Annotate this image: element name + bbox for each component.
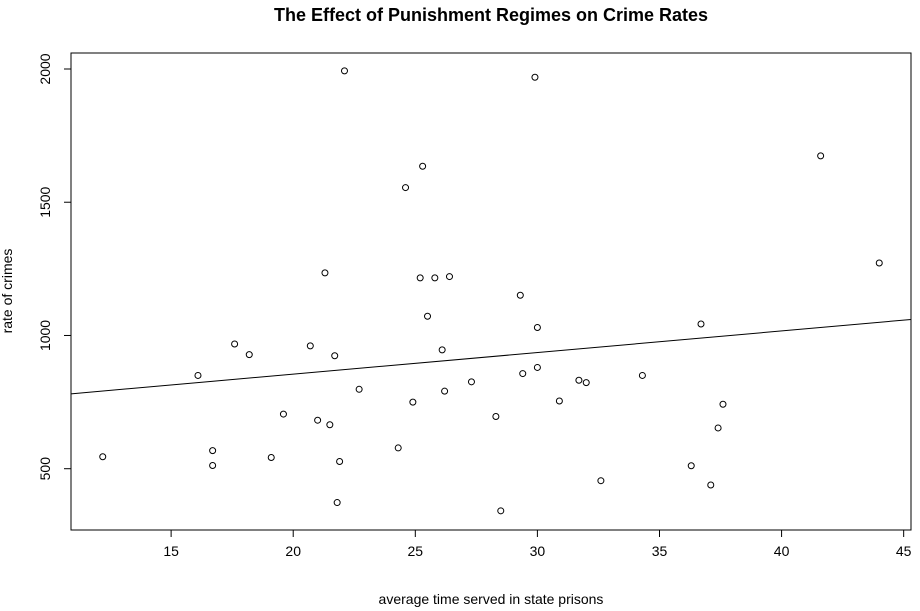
data-point	[555, 397, 563, 405]
data-point	[333, 499, 341, 507]
data-point	[394, 444, 402, 452]
data-point	[687, 462, 695, 470]
data-point	[638, 371, 646, 379]
data-point	[424, 312, 432, 320]
data-point	[441, 387, 449, 395]
data-point	[340, 67, 348, 75]
x-tick-label: 45	[896, 543, 912, 559]
data-point	[314, 416, 322, 424]
data-point	[714, 424, 722, 432]
y-tick-label: 2000	[37, 53, 53, 84]
y-tick-label: 500	[37, 457, 53, 481]
data-point	[416, 274, 424, 282]
data-point	[531, 73, 539, 81]
data-point	[306, 342, 314, 350]
data-point	[438, 346, 446, 354]
data-point	[817, 152, 825, 160]
data-point	[321, 269, 329, 277]
x-tick-label: 30	[530, 543, 546, 559]
y-axis: 500 1000 1500 2000	[37, 53, 71, 480]
data-point	[582, 379, 590, 387]
data-point	[697, 320, 705, 328]
data-point	[402, 184, 410, 192]
y-tick-label: 1000	[37, 320, 53, 351]
data-point	[597, 477, 605, 485]
x-tick-label: 40	[774, 543, 790, 559]
data-point	[707, 481, 715, 489]
data-point	[497, 507, 505, 515]
y-tick-label: 1500	[37, 186, 53, 217]
data-point	[431, 274, 439, 282]
data-point	[575, 376, 583, 384]
data-point	[445, 273, 453, 281]
y-axis-label: rate of crimes	[0, 249, 15, 334]
chart-title: The Effect of Punishment Regimes on Crim…	[274, 5, 708, 25]
data-point	[533, 363, 541, 371]
data-point	[492, 412, 500, 420]
data-point	[409, 398, 417, 406]
data-point	[99, 453, 107, 461]
plot-frame	[70, 52, 912, 531]
x-axis: 15 20 25 30 35 40 45	[163, 530, 912, 559]
x-tick-label: 20	[285, 543, 301, 559]
data-point	[326, 421, 334, 429]
x-tick-label: 35	[652, 543, 668, 559]
x-axis-label: average time served in state prisons	[379, 591, 604, 607]
data-point	[336, 458, 344, 466]
data-point	[533, 323, 541, 331]
data-point	[467, 378, 475, 386]
data-point	[209, 447, 217, 455]
data-point	[355, 385, 363, 393]
x-tick-label: 15	[163, 543, 179, 559]
data-point	[194, 371, 202, 379]
data-point	[267, 454, 275, 462]
data-point	[875, 259, 883, 267]
data-points	[99, 67, 883, 515]
data-point	[419, 162, 427, 170]
data-point	[331, 352, 339, 360]
regression-line	[70, 318, 912, 395]
data-point	[719, 400, 727, 408]
data-point	[516, 291, 524, 299]
data-point	[209, 462, 217, 470]
x-tick-label: 25	[408, 543, 424, 559]
data-point	[231, 340, 239, 348]
data-point	[245, 351, 253, 359]
data-point	[519, 370, 527, 378]
data-point	[279, 410, 287, 418]
